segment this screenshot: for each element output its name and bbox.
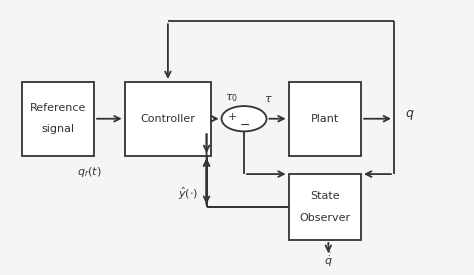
Text: $\hat{\dot{q}}$: $\hat{\dot{q}}$	[324, 249, 333, 269]
Bar	[125, 82, 211, 156]
Text: Controller: Controller	[140, 114, 195, 124]
Text: Observer: Observer	[299, 213, 350, 222]
Text: +: +	[228, 112, 237, 122]
Text: State: State	[310, 191, 340, 202]
Text: −: −	[240, 119, 250, 132]
Bar	[289, 82, 361, 156]
Text: $q_r(t)$: $q_r(t)$	[77, 165, 102, 179]
Bar	[21, 82, 94, 156]
Text: $\tau_0$: $\tau_0$	[225, 92, 238, 104]
Text: $\tau$: $\tau$	[264, 94, 273, 104]
Circle shape	[221, 106, 266, 131]
Text: Reference: Reference	[30, 103, 86, 113]
Bar	[289, 174, 361, 240]
Text: signal: signal	[41, 124, 74, 134]
Text: $\hat{y}(\cdot)$: $\hat{y}(\cdot)$	[178, 186, 198, 202]
Text: $q$: $q$	[405, 108, 414, 122]
Text: Plant: Plant	[311, 114, 339, 124]
